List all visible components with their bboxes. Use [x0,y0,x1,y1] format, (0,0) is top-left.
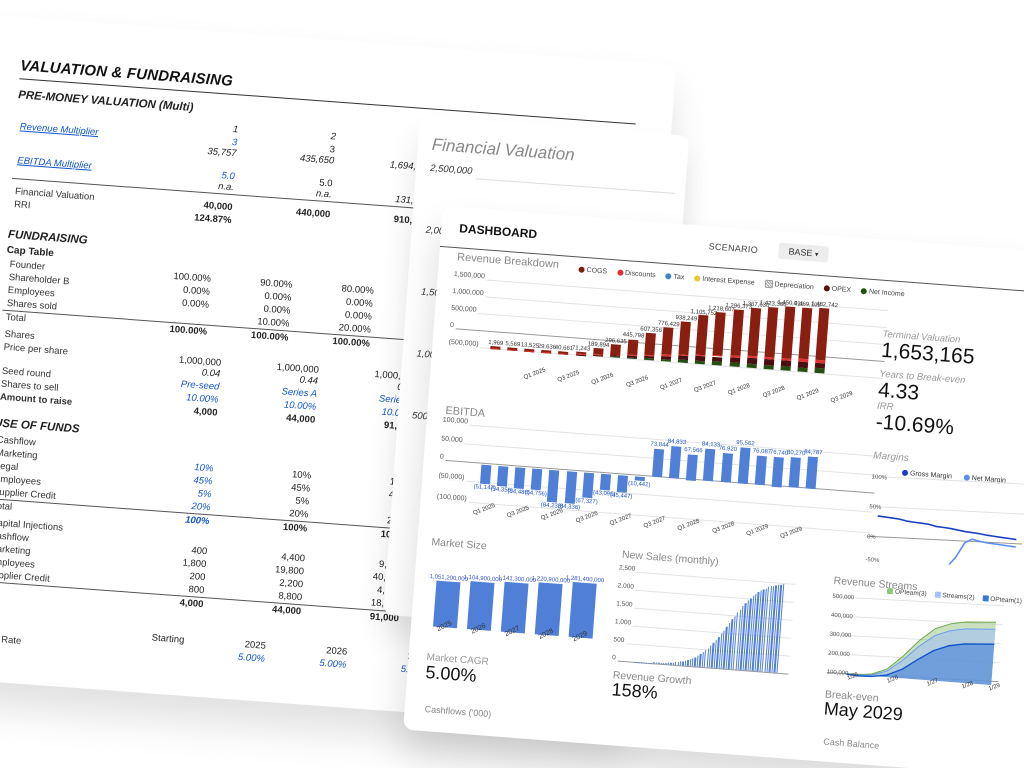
svg-text:200,000: 200,000 [828,651,851,659]
svg-text:500,000: 500,000 [832,594,855,602]
svg-text:400,000: 400,000 [831,613,854,621]
svg-text:300,000: 300,000 [829,632,852,640]
